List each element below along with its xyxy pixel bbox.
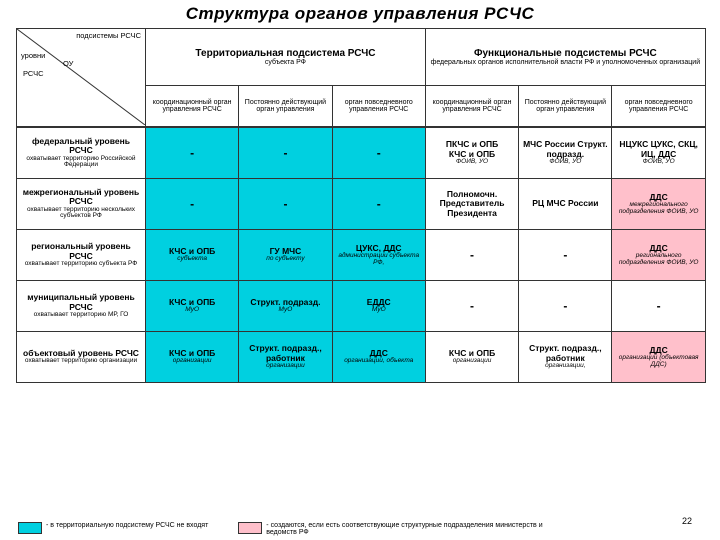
cell-4-3: КЧС и ОПБорганизации [425,332,518,382]
cell-0-5: НЦУКС ЦУКС, СКЦ, ИЦ, ДДСФОИВ, УО [611,128,704,178]
page-title: Структура органов управления РСЧС [0,0,720,24]
cell-3-1: Структ. подразд.МуО [238,281,331,331]
sub-header: Постоянно действующий орган управления [518,86,611,126]
cell-1-1: - [238,179,331,229]
cell-2-5: ДДСрегионального подразделения ФОИВ, УО [611,230,704,280]
group-header-0: Территориальная подсистема РСЧСсубъекта … [145,29,425,85]
cell-2-3: - [425,230,518,280]
cell-3-3: - [425,281,518,331]
sub-header: координационный орган управления РСЧС [145,86,238,126]
cell-0-4: МЧС России Структ. подразд.ФОИВ, УО [518,128,611,178]
cell-3-2: ЕДДСМуО [332,281,425,331]
page-number: 22 [682,516,692,526]
cell-1-2: - [332,179,425,229]
cell-1-4: РЦ МЧС России [518,179,611,229]
structure-table: подсистемы РСЧСуровниОУРСЧСТерриториальн… [16,28,706,383]
cell-3-5: - [611,281,704,331]
slide: Структура органов управления РСЧС подсис… [0,0,720,540]
cell-2-0: КЧС и ОПБсубъекта [145,230,238,280]
cell-2-2: ЦУКС, ДДСадминистрации субъекта РФ, [332,230,425,280]
legend-box-cyan [18,522,42,534]
cell-1-0: - [145,179,238,229]
cell-4-1: Структ. подразд., работникорганизации [238,332,331,382]
sub-header: орган повседневного управления РСЧС [332,86,425,126]
level-label-1: межрегиональный уровень РСЧСохватывает т… [17,179,145,229]
legend-text-left: - в территориальную подсистему РСЧС не в… [46,522,208,529]
level-label-0: федеральный уровень РСЧСохватывает терри… [17,128,145,178]
cell-4-2: ДДСорганизации, объекта [332,332,425,382]
group-header-1: Функциональные подсистемы РСЧСфедеральны… [425,29,705,85]
cell-4-4: Структ. подразд., работникорганизации, [518,332,611,382]
cell-4-5: ДДСорганизации (объектовая ДДС) [611,332,704,382]
sub-header: орган повседневного управления РСЧС [611,86,704,126]
cell-1-5: ДДСмежрегионального подразделения ФОИВ, … [611,179,704,229]
cell-2-1: ГУ МЧСпо субъекту [238,230,331,280]
cell-0-3: ПКЧС и ОПБКЧС и ОПБФОИВ, УО [425,128,518,178]
level-label-3: муниципальный уровень РСЧСохватывает тер… [17,281,145,331]
sub-header: Постоянно действующий орган управления [238,86,331,126]
corner-cell: подсистемы РСЧСуровниОУРСЧС [17,29,145,125]
legend-box-pink [238,522,262,534]
sub-header: координационный орган управления РСЧС [425,86,518,126]
cell-0-0: - [145,128,238,178]
cell-3-4: - [518,281,611,331]
level-label-2: региональный уровень РСЧСохватывает терр… [17,230,145,280]
cell-4-0: КЧС и ОПБорганизации [145,332,238,382]
legend: - в территориальную подсистему РСЧС не в… [18,522,702,536]
cell-2-4: - [518,230,611,280]
cell-1-3: Полномочн. Представитель Президента [425,179,518,229]
cell-0-1: - [238,128,331,178]
cell-0-2: - [332,128,425,178]
level-label-4: объектовый уровень РСЧСохватывает террит… [17,332,145,382]
cell-3-0: КЧС и ОПБМуО [145,281,238,331]
legend-text-right: - создаются, если есть соответствующие с… [266,522,546,536]
